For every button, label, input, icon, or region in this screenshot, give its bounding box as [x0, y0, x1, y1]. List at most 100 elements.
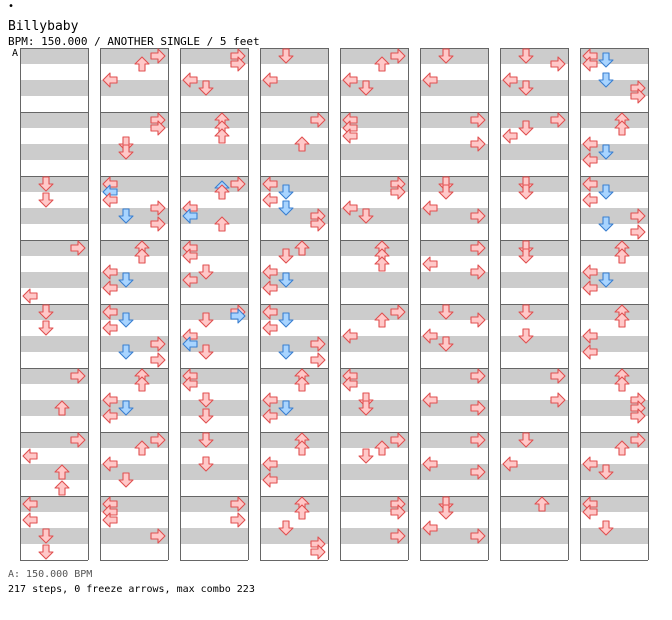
step-arrow-right: [470, 264, 486, 280]
step-arrow-down: [358, 80, 374, 96]
beat-band: [420, 272, 488, 288]
step-arrow-down: [598, 144, 614, 160]
step-arrow-right: [70, 240, 86, 256]
step-arrow-down: [118, 344, 134, 360]
beat-band: [500, 496, 568, 512]
beat-band: [500, 80, 568, 96]
step-arrow-down: [518, 304, 534, 320]
step-arrow-left: [502, 72, 518, 88]
beat-band: [100, 144, 168, 160]
beat-band: [260, 80, 328, 96]
beat-band: [420, 368, 488, 384]
step-arrow-left: [262, 264, 278, 280]
beat-band: [20, 176, 88, 192]
step-arrow-up: [294, 440, 310, 456]
step-arrow-up: [54, 464, 70, 480]
step-arrow-left: [342, 72, 358, 88]
beat-band: [260, 208, 328, 224]
step-arrow-right: [150, 120, 166, 136]
step-arrow-down: [278, 248, 294, 264]
beat-band: [580, 112, 648, 128]
beat-band: [500, 304, 568, 320]
step-arrow-right: [230, 512, 246, 528]
step-arrow-down: [518, 328, 534, 344]
beat-band: [180, 176, 248, 192]
step-arrow-right: [470, 240, 486, 256]
step-arrow-left: [102, 280, 118, 296]
step-arrow-up: [54, 400, 70, 416]
column-canvas: [260, 48, 329, 561]
step-arrow-right: [390, 432, 406, 448]
step-arrow-left: [582, 56, 598, 72]
beat-band: [260, 496, 328, 512]
step-arrow-down: [198, 392, 214, 408]
beat-band: [20, 336, 88, 352]
step-arrow-down: [198, 408, 214, 424]
step-arrow-left: [22, 448, 38, 464]
step-arrow-up: [214, 216, 230, 232]
step-arrow-down: [278, 272, 294, 288]
step-arrow-down: [358, 208, 374, 224]
step-arrow-up: [374, 56, 390, 72]
beat-band: [500, 208, 568, 224]
beat-band: [100, 48, 168, 64]
song-title: Billybaby: [8, 19, 79, 34]
step-arrow-up: [134, 56, 150, 72]
step-arrow-right: [470, 112, 486, 128]
step-arrow-left: [342, 200, 358, 216]
beat-band: [180, 336, 248, 352]
step-arrow-down: [278, 400, 294, 416]
step-arrow-left: [582, 344, 598, 360]
step-arrow-down: [118, 272, 134, 288]
step-arrow-right: [230, 176, 246, 192]
step-arrow-down: [598, 52, 614, 68]
beat-band: [100, 432, 168, 448]
step-arrow-left: [582, 264, 598, 280]
beat-band: [500, 112, 568, 128]
step-arrow-left: [182, 336, 198, 352]
step-arrow-up: [294, 136, 310, 152]
beat-band: [100, 336, 168, 352]
beat-band: [340, 336, 408, 352]
step-arrow-right: [470, 464, 486, 480]
beat-band: [580, 368, 648, 384]
beat-band: [180, 112, 248, 128]
beat-band: [420, 528, 488, 544]
step-arrow-left: [582, 328, 598, 344]
beat-band: [20, 48, 88, 64]
beat-band: [580, 432, 648, 448]
beat-band: [20, 432, 88, 448]
beat-band: [500, 48, 568, 64]
step-arrow-right: [150, 432, 166, 448]
step-arrow-down: [198, 344, 214, 360]
beat-band: [20, 400, 88, 416]
step-arrow-left: [422, 200, 438, 216]
step-arrow-left: [102, 392, 118, 408]
step-arrow-right: [470, 208, 486, 224]
beat-band: [20, 528, 88, 544]
beat-band: [20, 144, 88, 160]
beat-band: [420, 304, 488, 320]
step-stats: 217 steps, 0 freeze arrows, max combo 22…: [8, 584, 255, 595]
beat-band: [180, 464, 248, 480]
chart-column-1: [20, 48, 89, 561]
step-arrow-down: [38, 528, 54, 544]
beat-band: [580, 304, 648, 320]
beat-band: [180, 528, 248, 544]
step-arrow-left: [182, 208, 198, 224]
step-arrow-down: [438, 304, 454, 320]
beat-band: [500, 176, 568, 192]
beat-band: [100, 240, 168, 256]
beat-band: [20, 496, 88, 512]
beat-band: [420, 496, 488, 512]
step-arrow-right: [390, 184, 406, 200]
step-arrow-right: [470, 368, 486, 384]
beat-band: [180, 496, 248, 512]
beat-band: [420, 240, 488, 256]
chart-column-7: [500, 48, 569, 561]
beat-band: [420, 400, 488, 416]
beat-band: [100, 368, 168, 384]
step-arrow-right: [390, 48, 406, 64]
step-arrow-right: [150, 336, 166, 352]
step-arrow-down: [118, 400, 134, 416]
